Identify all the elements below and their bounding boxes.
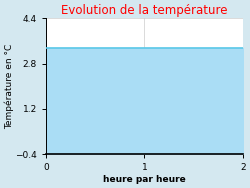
- Y-axis label: Température en °C: Température en °C: [4, 44, 14, 129]
- X-axis label: heure par heure: heure par heure: [103, 175, 186, 184]
- Title: Evolution de la température: Evolution de la température: [61, 4, 228, 17]
